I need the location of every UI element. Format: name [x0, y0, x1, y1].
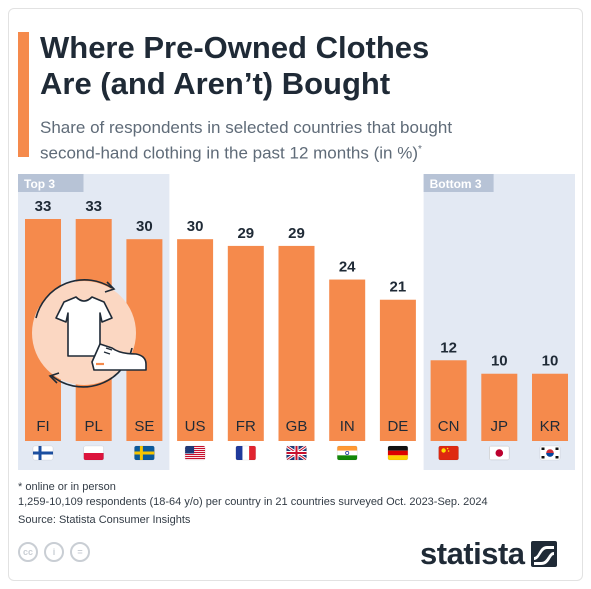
- statista-mark-icon: [530, 541, 557, 567]
- value-label-SE: 30: [136, 218, 153, 235]
- group-tag-1: [18, 174, 84, 192]
- value-label-US: 30: [187, 218, 204, 235]
- group-label-1: Top 3: [24, 177, 55, 191]
- category-label-CN: CN: [438, 418, 460, 435]
- chart-subtitle: Share of respondents in selected countri…: [40, 117, 560, 165]
- second-hand-clothing-icon: [32, 279, 147, 388]
- category-label-US: US: [185, 418, 206, 435]
- usa-flag-icon: [184, 445, 206, 461]
- title-line-2: Are (and Aren’t) Bought: [40, 66, 391, 101]
- value-label-CN: 12: [440, 339, 457, 356]
- value-label-FI: 33: [35, 198, 52, 215]
- value-label-DE: 21: [390, 279, 407, 296]
- bar-FR: [227, 245, 264, 441]
- category-label-IN: IN: [340, 418, 355, 435]
- attribution-icon[interactable]: i: [44, 542, 64, 562]
- value-label-PL: 33: [85, 198, 102, 215]
- license-icons: cc i =: [18, 542, 90, 562]
- bar-GB: [278, 245, 315, 441]
- category-label-FI: FI: [36, 418, 49, 435]
- subtitle-line-1: Share of respondents in selected countri…: [40, 118, 453, 137]
- title-line-1: Where Pre-Owned Clothes: [40, 30, 430, 65]
- bar-US: [177, 239, 214, 441]
- subtitle-footnote-mark: *: [418, 144, 422, 155]
- creative-commons-icon[interactable]: cc: [18, 542, 38, 562]
- value-label-KR: 10: [542, 353, 559, 370]
- chart-title: Where Pre-Owned Clothes Are (and Aren’t)…: [40, 30, 560, 102]
- category-label-PL: PL: [85, 418, 103, 435]
- bar-JP: [481, 373, 518, 441]
- category-label-JP: JP: [491, 418, 509, 435]
- footnote-method: * online or in person: [18, 481, 116, 493]
- footnote-sample: 1,259-10,109 respondents (18-64 y/o) per…: [18, 496, 488, 508]
- germany-flag-icon: [387, 445, 409, 461]
- value-label-GB: 29: [288, 225, 305, 242]
- value-label-IN: 24: [339, 259, 356, 276]
- category-label-FR: FR: [236, 418, 256, 435]
- title-accent-bar: [18, 32, 29, 157]
- brand-wordmark: statista: [420, 536, 525, 571]
- value-label-FR: 29: [237, 225, 254, 242]
- finland-flag-icon: [32, 445, 54, 461]
- japan-flag-icon: [488, 445, 510, 461]
- category-label-GB: GB: [286, 418, 308, 435]
- no-derivatives-icon[interactable]: =: [70, 542, 90, 562]
- value-label-JP: 10: [491, 353, 508, 370]
- sweden-flag-icon: [134, 445, 155, 461]
- category-label-DE: DE: [387, 418, 408, 435]
- south-korea-flag-icon: [539, 445, 561, 461]
- bar-KR: [532, 373, 568, 441]
- group-label-2: Bottom 3: [430, 177, 482, 191]
- subtitle-line-2: second-hand clothing in the past 12 mont…: [40, 143, 419, 163]
- footnote-source: Source: Statista Consumer Insights: [18, 514, 191, 526]
- group-tag-2: [423, 174, 494, 192]
- poland-flag-icon: [83, 445, 104, 461]
- france-flag-icon: [235, 445, 257, 461]
- category-label-KR: KR: [540, 418, 561, 435]
- bar-DE: [379, 299, 416, 441]
- india-flag-icon: [336, 445, 358, 461]
- category-label-SE: SE: [134, 418, 154, 435]
- china-flag-icon: [438, 445, 459, 461]
- uk-flag-icon: [286, 445, 307, 461]
- bar-CN: [430, 360, 467, 441]
- statista-logo[interactable]: statista: [420, 536, 557, 572]
- bar-IN: [329, 279, 366, 441]
